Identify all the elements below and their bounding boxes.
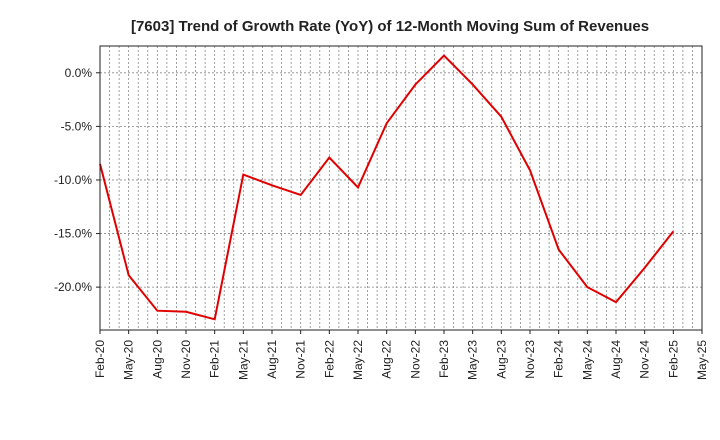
series-line bbox=[99, 54, 675, 321]
y-tick-label: -15.0% bbox=[54, 227, 92, 241]
x-tick-label: May-20 bbox=[122, 340, 136, 380]
x-tick-label: Nov-20 bbox=[179, 340, 193, 379]
y-tick-label: -20.0% bbox=[54, 280, 92, 294]
chart-title: [7603] Trend of Growth Rate (YoY) of 12-… bbox=[131, 18, 649, 35]
x-axis: Feb-20 May-20 Aug-20 Nov-20 Feb-21 May-21 Aug-… bbox=[93, 330, 709, 380]
x-tick-label: Feb-20 bbox=[93, 340, 107, 378]
x-tick-label: Feb-22 bbox=[322, 340, 336, 378]
y-tick-label: 0.0% bbox=[65, 66, 93, 80]
y-tick-label: -10.0% bbox=[54, 173, 92, 187]
x-tick-label: Aug-24 bbox=[609, 340, 623, 379]
series-layer bbox=[99, 54, 675, 321]
x-tick-label: Aug-23 bbox=[494, 340, 508, 379]
x-tick-label: Feb-21 bbox=[208, 340, 222, 378]
plot-area bbox=[99, 45, 703, 331]
x-tick-label: Nov-24 bbox=[638, 340, 652, 379]
x-tick-label: Aug-20 bbox=[150, 340, 164, 379]
x-tick-label: Feb-25 bbox=[666, 340, 680, 378]
x-tick-label: Aug-22 bbox=[380, 340, 394, 379]
x-tick-label: Aug-21 bbox=[265, 340, 279, 379]
x-tick-label: Nov-21 bbox=[294, 340, 308, 379]
x-tick-label: May-22 bbox=[351, 340, 365, 380]
x-tick-label: May-25 bbox=[695, 340, 709, 380]
x-tick-label: May-23 bbox=[466, 340, 480, 380]
x-tick-label: Nov-22 bbox=[408, 340, 422, 379]
x-tick-label: Feb-24 bbox=[552, 340, 566, 378]
y-tick-label: -5.0% bbox=[61, 119, 93, 133]
x-tick-label: Feb-23 bbox=[437, 340, 451, 378]
x-tick-label: Nov-23 bbox=[523, 340, 537, 379]
grid bbox=[100, 46, 702, 330]
x-tick-label: May-21 bbox=[236, 340, 250, 380]
y-axis: 0.0% -5.0% -10.0% -15.0% -20.0% bbox=[54, 66, 100, 294]
x-tick-label: May-24 bbox=[580, 340, 594, 380]
